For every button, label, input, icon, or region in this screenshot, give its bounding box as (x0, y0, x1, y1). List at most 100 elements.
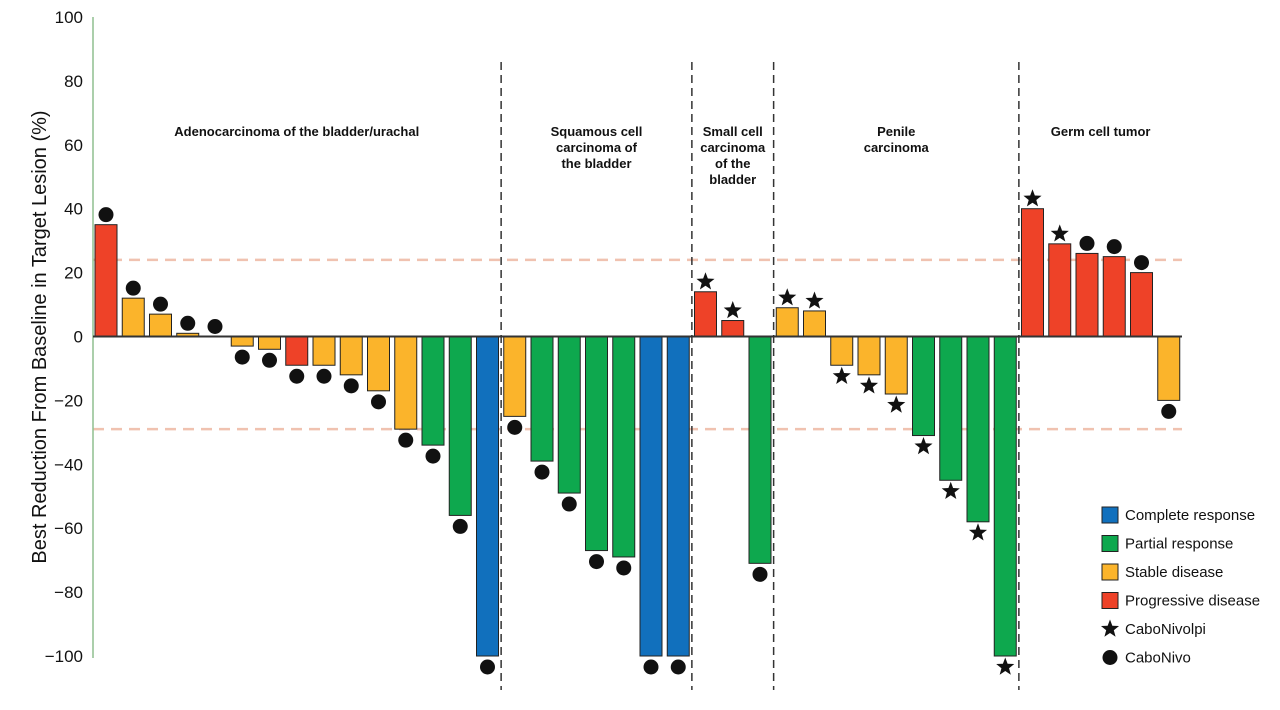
legend-star-icon (1100, 619, 1120, 637)
circle-marker (262, 352, 277, 368)
y-tick-label: 0 (74, 328, 83, 347)
bar (775, 307, 799, 337)
star-marker (778, 288, 797, 306)
bar (230, 336, 254, 347)
circle-marker (180, 315, 196, 331)
bar (803, 310, 826, 338)
circle-marker (425, 448, 441, 464)
y-tick-label: 60 (64, 136, 83, 155)
markers-layer (93, 189, 1182, 675)
bar (421, 336, 445, 446)
bar (830, 336, 854, 366)
circle-marker (589, 554, 604, 570)
bar (94, 224, 118, 337)
circle-marker (534, 464, 550, 480)
bar (939, 336, 963, 481)
circle-marker (207, 319, 223, 334)
group-label: Squamous cell carcinoma of the bladder (551, 124, 643, 171)
circle-marker (98, 207, 114, 223)
star-marker (887, 395, 906, 413)
bar (285, 336, 309, 366)
group-label: Germ cell tumor (1051, 124, 1151, 139)
star-marker (941, 481, 960, 499)
bar (448, 336, 472, 516)
circle-marker (507, 419, 523, 435)
star-marker (696, 272, 715, 290)
y-axis-label: Best Reduction From Baseline in Target L… (29, 110, 51, 563)
star-marker (805, 291, 824, 309)
circle-marker (1134, 255, 1149, 271)
circle-marker (343, 378, 359, 394)
legend-label: Stable disease (1125, 564, 1223, 581)
star-marker (968, 523, 988, 541)
y-tick-label: 80 (64, 72, 83, 91)
legend-swatch (1101, 506, 1119, 524)
bar (1075, 252, 1099, 337)
legend-label: CaboNivolpi (1125, 621, 1206, 638)
circle-marker (670, 659, 686, 675)
bar (612, 336, 636, 558)
circle-marker (616, 560, 632, 576)
y-tick-label: −100 (45, 647, 83, 666)
bar (694, 291, 717, 337)
circle-marker (316, 368, 332, 384)
bar (530, 336, 554, 462)
group-label: Small cell carcinoma of the bladder (700, 124, 766, 187)
circle-marker (398, 432, 414, 448)
bar (748, 336, 772, 564)
bar (394, 336, 418, 430)
bars-layer (94, 208, 1181, 657)
legend-swatch (1101, 563, 1119, 581)
bar (1048, 243, 1072, 337)
legend-label: Complete response (1125, 507, 1255, 524)
y-tick-label: −60 (54, 519, 83, 538)
circle-marker (289, 368, 305, 384)
circle-marker (153, 296, 168, 312)
bar (503, 336, 527, 417)
legend-swatch (1101, 535, 1119, 552)
bar (1157, 336, 1181, 401)
bar (258, 336, 281, 350)
circle-marker (643, 659, 659, 675)
bar (149, 313, 172, 338)
circle-marker (234, 349, 250, 365)
star-marker (832, 366, 851, 384)
bar (585, 336, 608, 552)
y-tick-label: 100 (55, 8, 83, 27)
bar (666, 336, 690, 657)
star-marker (1050, 224, 1069, 242)
star-marker (1023, 189, 1042, 207)
bar (339, 336, 363, 376)
bar (121, 297, 145, 338)
bar (857, 336, 881, 376)
group-label: Penile carcinoma (864, 124, 930, 155)
legend-label: Partial response (1125, 536, 1233, 553)
circle-marker (371, 394, 386, 410)
legend-circle-icon (1102, 650, 1118, 665)
y-axis: 100 80 60 40 20 0 −20 −40 −60 −80 −100 (45, 8, 94, 666)
star-marker (723, 301, 742, 319)
bar (1021, 208, 1044, 337)
bar (1130, 272, 1153, 338)
bar (993, 336, 1017, 657)
circle-marker (480, 659, 495, 675)
y-tick-label: −20 (54, 391, 83, 410)
legend-swatch (1101, 592, 1119, 609)
bar (312, 336, 336, 366)
bar (367, 336, 390, 392)
y-tick-label: −80 (54, 583, 83, 602)
star-marker (914, 437, 933, 455)
bar (476, 336, 499, 657)
circle-marker (561, 496, 577, 512)
bar (639, 336, 663, 657)
circle-marker (452, 518, 468, 534)
circle-marker (1106, 239, 1122, 255)
circle-marker (752, 566, 768, 582)
star-marker (859, 376, 879, 394)
circle-marker (1079, 235, 1095, 251)
y-tick-label: 20 (64, 264, 83, 283)
legend: Complete response Partial response Stable … (1100, 506, 1260, 667)
legend-label: Progressive disease (1125, 593, 1260, 610)
y-tick-label: 40 (64, 200, 83, 219)
y-tick-label: −40 (54, 455, 83, 474)
